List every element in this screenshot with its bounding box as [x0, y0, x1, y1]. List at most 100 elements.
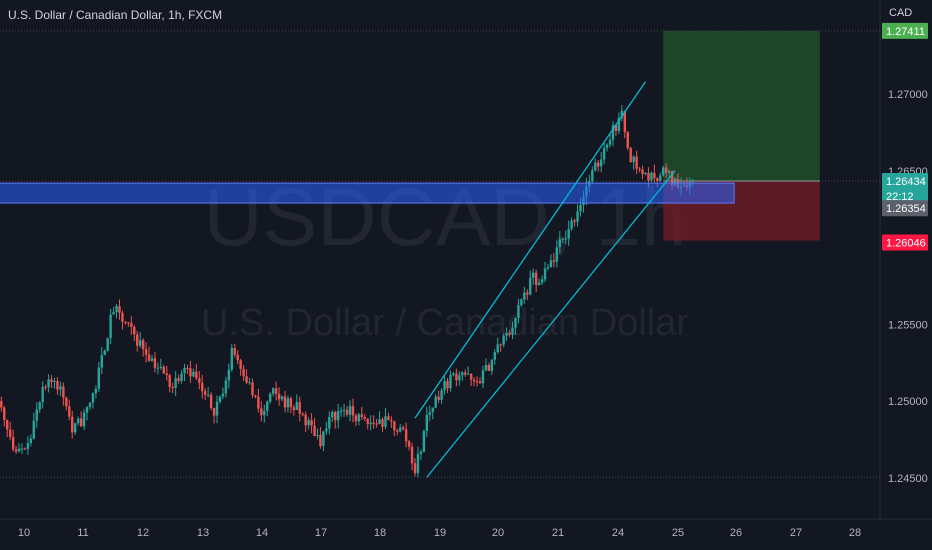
candle-body [269, 393, 272, 402]
candle-body [348, 406, 352, 415]
candle-body [121, 312, 124, 322]
candle-body [141, 340, 145, 350]
candle-body [437, 396, 440, 400]
candle-body [393, 421, 396, 431]
candle-body [97, 367, 101, 389]
price-tag-label: 1.26434 [886, 176, 926, 188]
candle-body [464, 372, 467, 375]
candle-body [594, 162, 597, 171]
price-tag[interactable]: 1.26354 [882, 200, 928, 217]
price-tag-bg [882, 172, 928, 189]
candle-body [257, 396, 260, 409]
candle-body [29, 438, 33, 444]
candle-body [614, 125, 618, 131]
candle-body [133, 326, 136, 335]
x-tick-label: 10 [18, 527, 30, 539]
candle-body [620, 110, 624, 118]
candle-body [304, 414, 307, 426]
price-tag-label: 1.27411 [886, 26, 925, 38]
support-zone-rect[interactable] [0, 182, 735, 204]
candle-body [428, 412, 431, 415]
candle-body [443, 380, 446, 391]
candle-body [336, 411, 340, 421]
candle-body [118, 306, 121, 313]
candle-body [292, 407, 296, 411]
candle-body [339, 410, 343, 412]
candle-body [198, 378, 201, 383]
candle-body [245, 376, 248, 383]
price-tag[interactable]: 1.26434 [882, 172, 928, 189]
symbol-title[interactable]: U.S. Dollar / Canadian Dollar, 1h, FXCM [8, 8, 223, 22]
price-tag[interactable]: 1.26046 [882, 234, 928, 251]
candle-body [656, 178, 659, 182]
candle-body [325, 428, 328, 432]
candle-body [532, 272, 535, 278]
x-tick-label: 11 [77, 527, 88, 539]
candle-body [534, 272, 538, 285]
candle-body [23, 448, 27, 450]
price-tag[interactable]: 1.27411 [882, 22, 928, 39]
y-tick-label: 1.25500 [888, 319, 928, 331]
channel-line-upper[interactable] [414, 81, 647, 419]
candle-body [251, 382, 254, 396]
candle-body [540, 279, 544, 283]
candle-body [650, 172, 653, 181]
candle-body [366, 418, 369, 425]
candle-body [165, 373, 168, 376]
channel-line-lower[interactable] [426, 170, 676, 478]
candle-body [153, 358, 157, 368]
candle-body [56, 381, 59, 390]
candle-body [6, 419, 9, 430]
candle-body [670, 171, 674, 186]
candle-body [691, 180, 694, 183]
candle-body [212, 408, 216, 416]
candles [0, 105, 694, 478]
candle-body [673, 178, 677, 186]
candle-body [65, 397, 68, 407]
candle-body [599, 159, 603, 167]
candle-body [387, 416, 390, 420]
candle-body [192, 371, 195, 377]
candle-body [168, 375, 171, 387]
candle-body [602, 147, 606, 160]
candle-body [407, 441, 411, 447]
candle-body [20, 448, 24, 450]
candle-body [384, 416, 387, 427]
candle-body [526, 292, 529, 295]
candle-body [490, 359, 494, 371]
candle-body [508, 332, 511, 335]
candle-body [591, 170, 594, 182]
candle-body [209, 394, 213, 409]
candle-body [100, 355, 103, 368]
candle-body [106, 337, 109, 351]
currency-label: CAD [889, 7, 913, 19]
candle-body [662, 167, 665, 176]
target-zone[interactable] [663, 30, 820, 181]
x-tick-label: 17 [315, 527, 327, 539]
candle-body [641, 169, 644, 175]
candle-body [14, 449, 18, 452]
y-tick-label: 1.27000 [888, 89, 928, 101]
candle-body [564, 238, 567, 240]
x-tick-label: 28 [849, 527, 861, 539]
candle-body [91, 393, 95, 403]
candle-body [136, 334, 139, 346]
candle-body [218, 396, 222, 402]
candle-body [224, 380, 228, 394]
candle-body [623, 110, 627, 133]
price-tag-label: 1.26046 [886, 238, 926, 250]
candle-body [561, 238, 564, 240]
candle-body [260, 408, 263, 416]
candle-body [452, 373, 455, 375]
price-tag[interactable]: 22:12 [882, 187, 928, 204]
candle-body [189, 368, 192, 377]
candle-body [295, 402, 299, 411]
candle-body [425, 414, 429, 432]
candle-body [286, 398, 290, 408]
candle-body [206, 394, 210, 396]
candle-body [280, 396, 284, 400]
candle-body [230, 347, 233, 370]
candle-body [53, 381, 56, 383]
